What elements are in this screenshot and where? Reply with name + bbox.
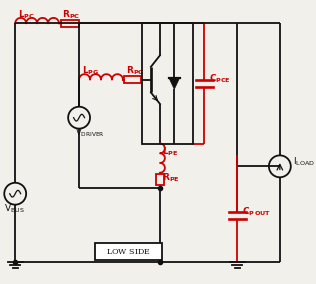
Text: $\mathregular{C_{P\,OUT}}$: $\mathregular{C_{P\,OUT}}$ — [242, 205, 271, 218]
Text: $\mathregular{L_{PE}}$: $\mathregular{L_{PE}}$ — [162, 145, 179, 158]
Text: $\mathregular{I_{LOAD}}$: $\mathregular{I_{LOAD}}$ — [293, 156, 315, 168]
Text: $\mathregular{L_{PC}}$: $\mathregular{L_{PC}}$ — [18, 9, 34, 21]
Text: $\mathregular{R_{PC}}$: $\mathregular{R_{PC}}$ — [62, 9, 80, 21]
Polygon shape — [169, 78, 180, 89]
Text: $\mathregular{V_{BUS}}$: $\mathregular{V_{BUS}}$ — [4, 203, 25, 216]
Text: $\mathregular{C_{PCE}}$: $\mathregular{C_{PCE}}$ — [209, 73, 230, 85]
Bar — [156, 174, 164, 185]
Text: $\mathregular{V_{DRIVER}}$: $\mathregular{V_{DRIVER}}$ — [76, 127, 105, 139]
Text: $\mathregular{R_{PE}}$: $\mathregular{R_{PE}}$ — [162, 171, 180, 184]
Bar — [142, 23, 192, 143]
Bar — [61, 20, 79, 27]
Text: $\mathregular{L}$OW $\mathregular{S}$IDE: $\mathregular{L}$OW $\mathregular{S}$IDE — [106, 247, 151, 256]
Bar — [125, 76, 141, 83]
Text: $\mathregular{R_{PG}}$: $\mathregular{R_{PG}}$ — [126, 65, 144, 77]
Text: $\mathregular{L_{PG}}$: $\mathregular{L_{PG}}$ — [82, 65, 99, 77]
Bar — [95, 243, 162, 260]
